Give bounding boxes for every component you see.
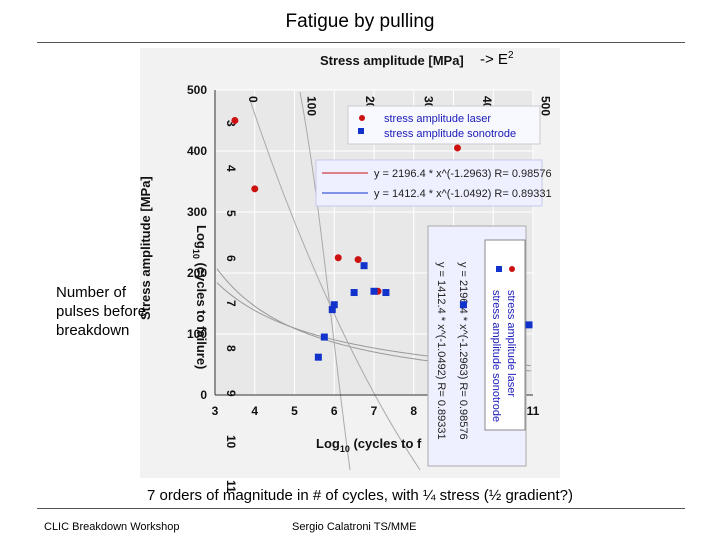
side-tick-label: 5 (224, 210, 238, 217)
top-tick-label: 500 (539, 96, 553, 116)
rotated-legend-label-laser: stress amplitude laser (505, 290, 517, 397)
side-tick-label: 4 (224, 165, 238, 172)
top-axis-label: Stress amplitude [MPa] (320, 53, 464, 68)
legend-label-sonotrode: stress amplitude sonotrode (384, 128, 516, 140)
data-point-sonotrode (459, 301, 467, 309)
x-axis-label: Log10 (cycles to f (316, 436, 422, 454)
caption: 7 orders of magnitude in # of cycles, wi… (146, 487, 574, 504)
data-point-sonotrode (320, 333, 328, 341)
x-tick-label: 6 (331, 404, 338, 418)
side-axis-label: Log10 (cycles to failure) (191, 225, 209, 369)
side-tick-label: 8 (224, 345, 238, 352)
x-tick-label: 7 (371, 404, 378, 418)
data-point-laser (453, 144, 461, 152)
fit-equation: y = 2196.4 * x^(-1.2963) R= 0.98576 (374, 168, 552, 180)
data-point-laser (251, 185, 259, 193)
rotated-fit-equation: y = 2196.4 * x^(-1.2963) R= 0.98576 (457, 262, 469, 440)
x-tick-label: 11 (527, 404, 540, 418)
arrow-note-text: -> E (480, 51, 508, 68)
data-point-laser (354, 256, 362, 264)
legend-box (347, 105, 541, 145)
top-tick-label: 100 (305, 96, 319, 116)
data-point-laser (231, 117, 239, 124)
rotated-legend-marker-laser (509, 266, 515, 272)
y-axis-label: Stress amplitude [MPa] (138, 176, 153, 320)
side-tick-label: 3 (224, 120, 238, 127)
fit-equation: y = 1412.4 * x^(-1.0492) R= 0.89331 (374, 188, 552, 200)
fit-box (315, 159, 543, 207)
side-tick-label: 6 (224, 255, 238, 262)
x-tick-label: 8 (410, 404, 417, 418)
data-point-sonotrode (382, 289, 390, 297)
data-point-sonotrode (360, 262, 368, 270)
data-point-sonotrode (314, 353, 322, 361)
arrow-note-exponent: 2 (507, 50, 514, 61)
rotated-fit-equation: y = 1412.4 * x^(-1.0492) R= 0.89331 (435, 262, 447, 440)
side-note-line-2: pulses before (56, 303, 147, 320)
data-point-sonotrode (525, 321, 533, 329)
x-tick-label: 4 (251, 404, 258, 418)
side-note-line-3: breakdown (56, 322, 130, 339)
legend-marker-laser (359, 115, 365, 121)
y-tick-label: 100 (187, 327, 207, 341)
side-tick-label: 10 (224, 435, 238, 449)
y-tick-label: 400 (187, 144, 207, 158)
data-point-sonotrode (330, 301, 338, 309)
x-tick-label: 5 (291, 404, 298, 418)
data-point-sonotrode (328, 306, 336, 314)
rotated-legend-marker-sonotrode (496, 266, 502, 272)
rotated-legend-label-sonotrode: stress amplitude sonotrode (490, 290, 502, 422)
y-tick-label: 200 (187, 266, 207, 280)
side-tick-label: 9 (224, 390, 238, 397)
footer-divider (37, 508, 685, 509)
y-tick-label: 0 (200, 388, 207, 402)
side-tick-label: 7 (224, 300, 238, 307)
slide-title: Fatigue by pulling (285, 11, 435, 32)
data-point-sonotrode (350, 289, 358, 297)
data-point-sonotrode (370, 287, 378, 295)
top-tick-label: 0 (246, 96, 260, 103)
y-tick-label: 500 (187, 83, 207, 97)
arrow-note: -> E2 (480, 50, 514, 68)
side-tick-label: 11 (224, 480, 238, 493)
side-note-line-1: Number of (56, 284, 127, 301)
title-divider (37, 42, 685, 43)
legend-marker-sonotrode (358, 128, 364, 134)
y-tick-label: 300 (187, 205, 207, 219)
footer-author: Sergio Calatroni TS/MME (292, 521, 417, 533)
rotated-fit-curve (299, 91, 351, 471)
data-point-laser (334, 254, 342, 262)
side-note: Number of pulses before breakdown (56, 283, 166, 340)
legend-label-laser: stress amplitude laser (384, 113, 491, 125)
footer-event: CLIC Breakdown Workshop (44, 521, 180, 533)
x-tick-label: 3 (212, 404, 219, 418)
rotated-legend-inner (484, 239, 526, 431)
series-sonotrode (314, 262, 533, 361)
